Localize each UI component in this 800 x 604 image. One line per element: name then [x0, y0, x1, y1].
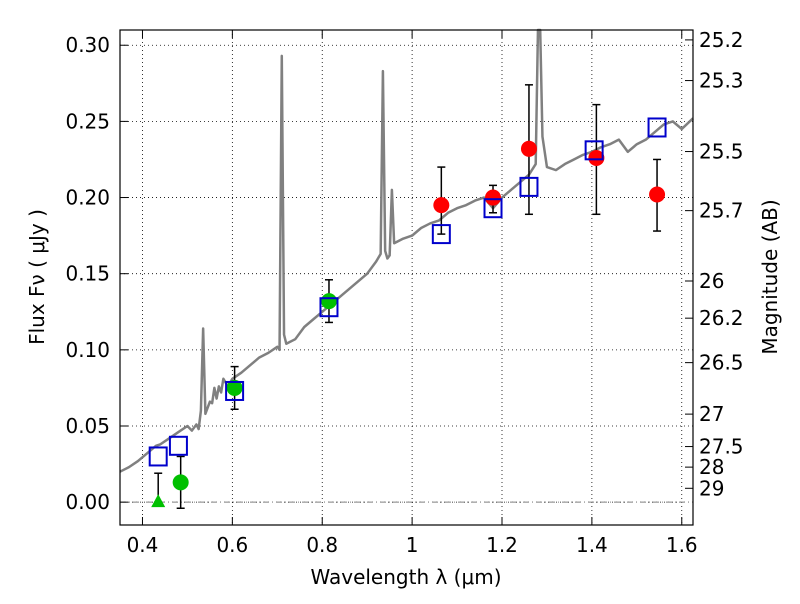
plot-background [120, 30, 693, 525]
x-axis-ticks: 0.4 0.6 0.8 1 1.2 1.4 1.6 [127, 30, 698, 557]
y-tick-label: 0.30 [65, 33, 110, 57]
y-tick-label: 0.00 [65, 490, 110, 514]
data-points [148, 84, 667, 509]
model-spectrum-line [119, 28, 694, 473]
data-point [649, 186, 666, 203]
x-tick-label: 1 [406, 533, 419, 557]
model-spectrum-layer [119, 28, 694, 473]
y-axis-ticks: 0.00 0.05 0.10 0.15 0.20 0.25 0.30 [65, 33, 128, 514]
data-point [433, 197, 450, 214]
y-tick-label: 0.25 [65, 109, 110, 133]
y2-tick-label: 26.2 [699, 306, 744, 330]
model-photometry-point [519, 176, 539, 197]
data-point [226, 379, 243, 396]
upper-limit-point [151, 494, 166, 508]
y2-axis-label: Magnitude (AB) [758, 199, 782, 354]
y2-tick-label: 26 [699, 269, 724, 293]
model-photometry-point [319, 297, 339, 318]
data-point [320, 293, 337, 310]
plot-frame [119, 29, 694, 526]
model-photometry-point [168, 435, 188, 456]
model-photometry-point [148, 446, 168, 467]
y2-tick-label: 25.5 [699, 140, 744, 164]
model-photometry-point [584, 140, 604, 161]
x-tick-label: 0.4 [127, 533, 159, 557]
y2-tick-label: 25.2 [699, 28, 744, 52]
data-point [588, 149, 605, 166]
model-photometry-point [483, 198, 503, 219]
data-point [485, 189, 502, 206]
data-point [520, 140, 537, 157]
y-tick-label: 0.10 [65, 338, 110, 362]
x-tick-label: 0.6 [216, 533, 248, 557]
model-photometry-point [647, 117, 667, 138]
y2-tick-label: 27.5 [699, 435, 744, 459]
y-axis-label: Flux Fν ( μJy ) [25, 209, 49, 345]
y-tick-label: 0.15 [65, 262, 110, 286]
model-photometry-point [431, 224, 451, 245]
x-tick-label: 1.4 [576, 533, 608, 557]
y2-tick-label: 25.3 [699, 69, 744, 93]
x-axis-label: Wavelength λ (μm) [310, 565, 501, 589]
y2-tick-label: 28 [699, 455, 724, 479]
y2-tick-label: 29 [699, 476, 724, 500]
model-photometry-point [225, 380, 245, 401]
y2-tick-label: 26.5 [699, 351, 744, 375]
grid [120, 30, 693, 525]
x-tick-label: 0.8 [306, 533, 338, 557]
x-tick-label: 1.6 [666, 533, 698, 557]
y2-tick-label: 25.7 [699, 199, 744, 223]
y-tick-label: 0.05 [65, 414, 110, 438]
data-point [172, 474, 189, 491]
x-tick-label: 1.2 [486, 533, 518, 557]
y-tick-label: 0.20 [65, 186, 110, 210]
y2-tick-label: 27 [699, 402, 724, 426]
